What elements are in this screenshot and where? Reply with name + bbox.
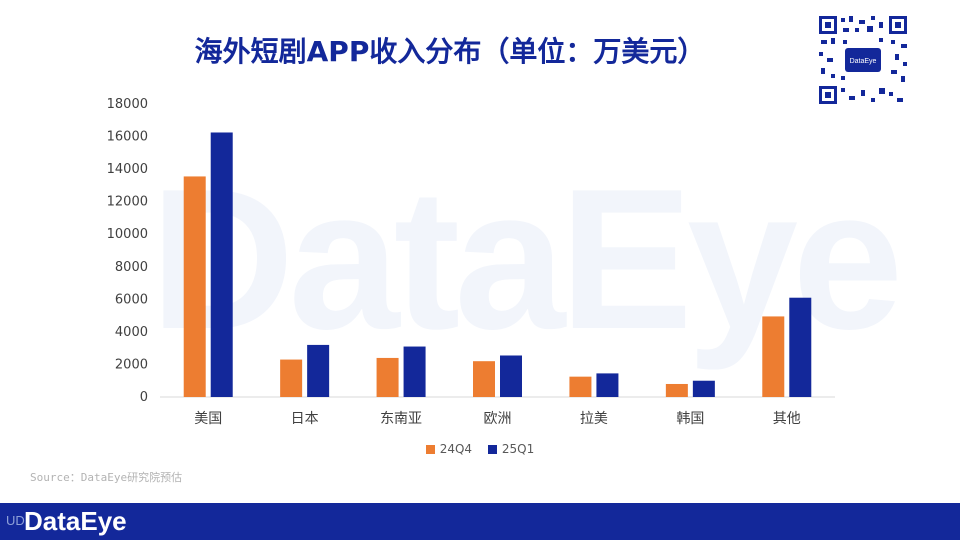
x-tick-label: 美国: [194, 411, 222, 427]
bar-25q1-1: [307, 344, 330, 397]
y-tick-label: 16000: [107, 130, 148, 145]
bar-24q4-2: [376, 357, 399, 397]
x-tick-label: 欧洲: [484, 411, 512, 427]
y-tick-label: 8000: [115, 260, 148, 275]
footer-bar: UD DataEye: [0, 503, 960, 540]
bar-25q1-0: [210, 132, 233, 397]
bar-25q1-2: [403, 346, 426, 397]
y-tick-label: 4000: [115, 325, 148, 340]
legend-item-24q4: 24Q4: [425, 442, 473, 456]
legend-swatch-24q4: [425, 444, 435, 454]
footer-logo: DataEye: [24, 506, 127, 536]
bar-24q4-6: [762, 316, 785, 397]
y-tick-label: 6000: [115, 292, 148, 307]
bar-24q4-0: [183, 176, 206, 397]
x-tick-label: 韩国: [676, 411, 704, 427]
legend-label-25q1: 25Q1: [501, 442, 535, 456]
bar-24q4-5: [665, 383, 688, 397]
bar-25q1-3: [500, 355, 522, 397]
bar-25q1-5: [692, 380, 715, 397]
legend-label-24q4: 24Q4: [439, 442, 473, 456]
y-tick-label: 0: [140, 390, 148, 405]
chart-title: 海外短剧APP收入分布（单位：万美元）: [194, 35, 706, 68]
qr-logo-text: DataEye: [850, 58, 877, 65]
y-tick-label: 18000: [107, 97, 148, 112]
y-tick-label: 10000: [107, 227, 148, 242]
legend-item-25q1: 25Q1: [487, 442, 535, 456]
y-tick-label: 14000: [107, 162, 148, 177]
y-tick-label: 12000: [107, 195, 148, 210]
bar-24q4-1: [280, 359, 303, 397]
footer-mark: UD: [6, 513, 25, 528]
bar-24q4-3: [473, 361, 495, 397]
qr-code[interactable]: DataEye: [817, 14, 909, 106]
chart-legend: 24Q4 25Q1: [0, 442, 960, 457]
legend-swatch-25q1: [487, 444, 497, 454]
bar-24q4-4: [569, 376, 592, 397]
bar-25q1-6: [789, 297, 812, 397]
x-tick-label: 东南亚: [380, 411, 422, 427]
x-tick-label: 日本: [291, 411, 319, 427]
x-tick-label: 其他: [773, 411, 801, 427]
bar-25q1-4: [596, 373, 619, 397]
source-note: Source：DataEye研究院预估: [30, 471, 183, 484]
y-tick-label: 2000: [115, 357, 148, 372]
x-tick-label: 拉美: [580, 411, 608, 427]
